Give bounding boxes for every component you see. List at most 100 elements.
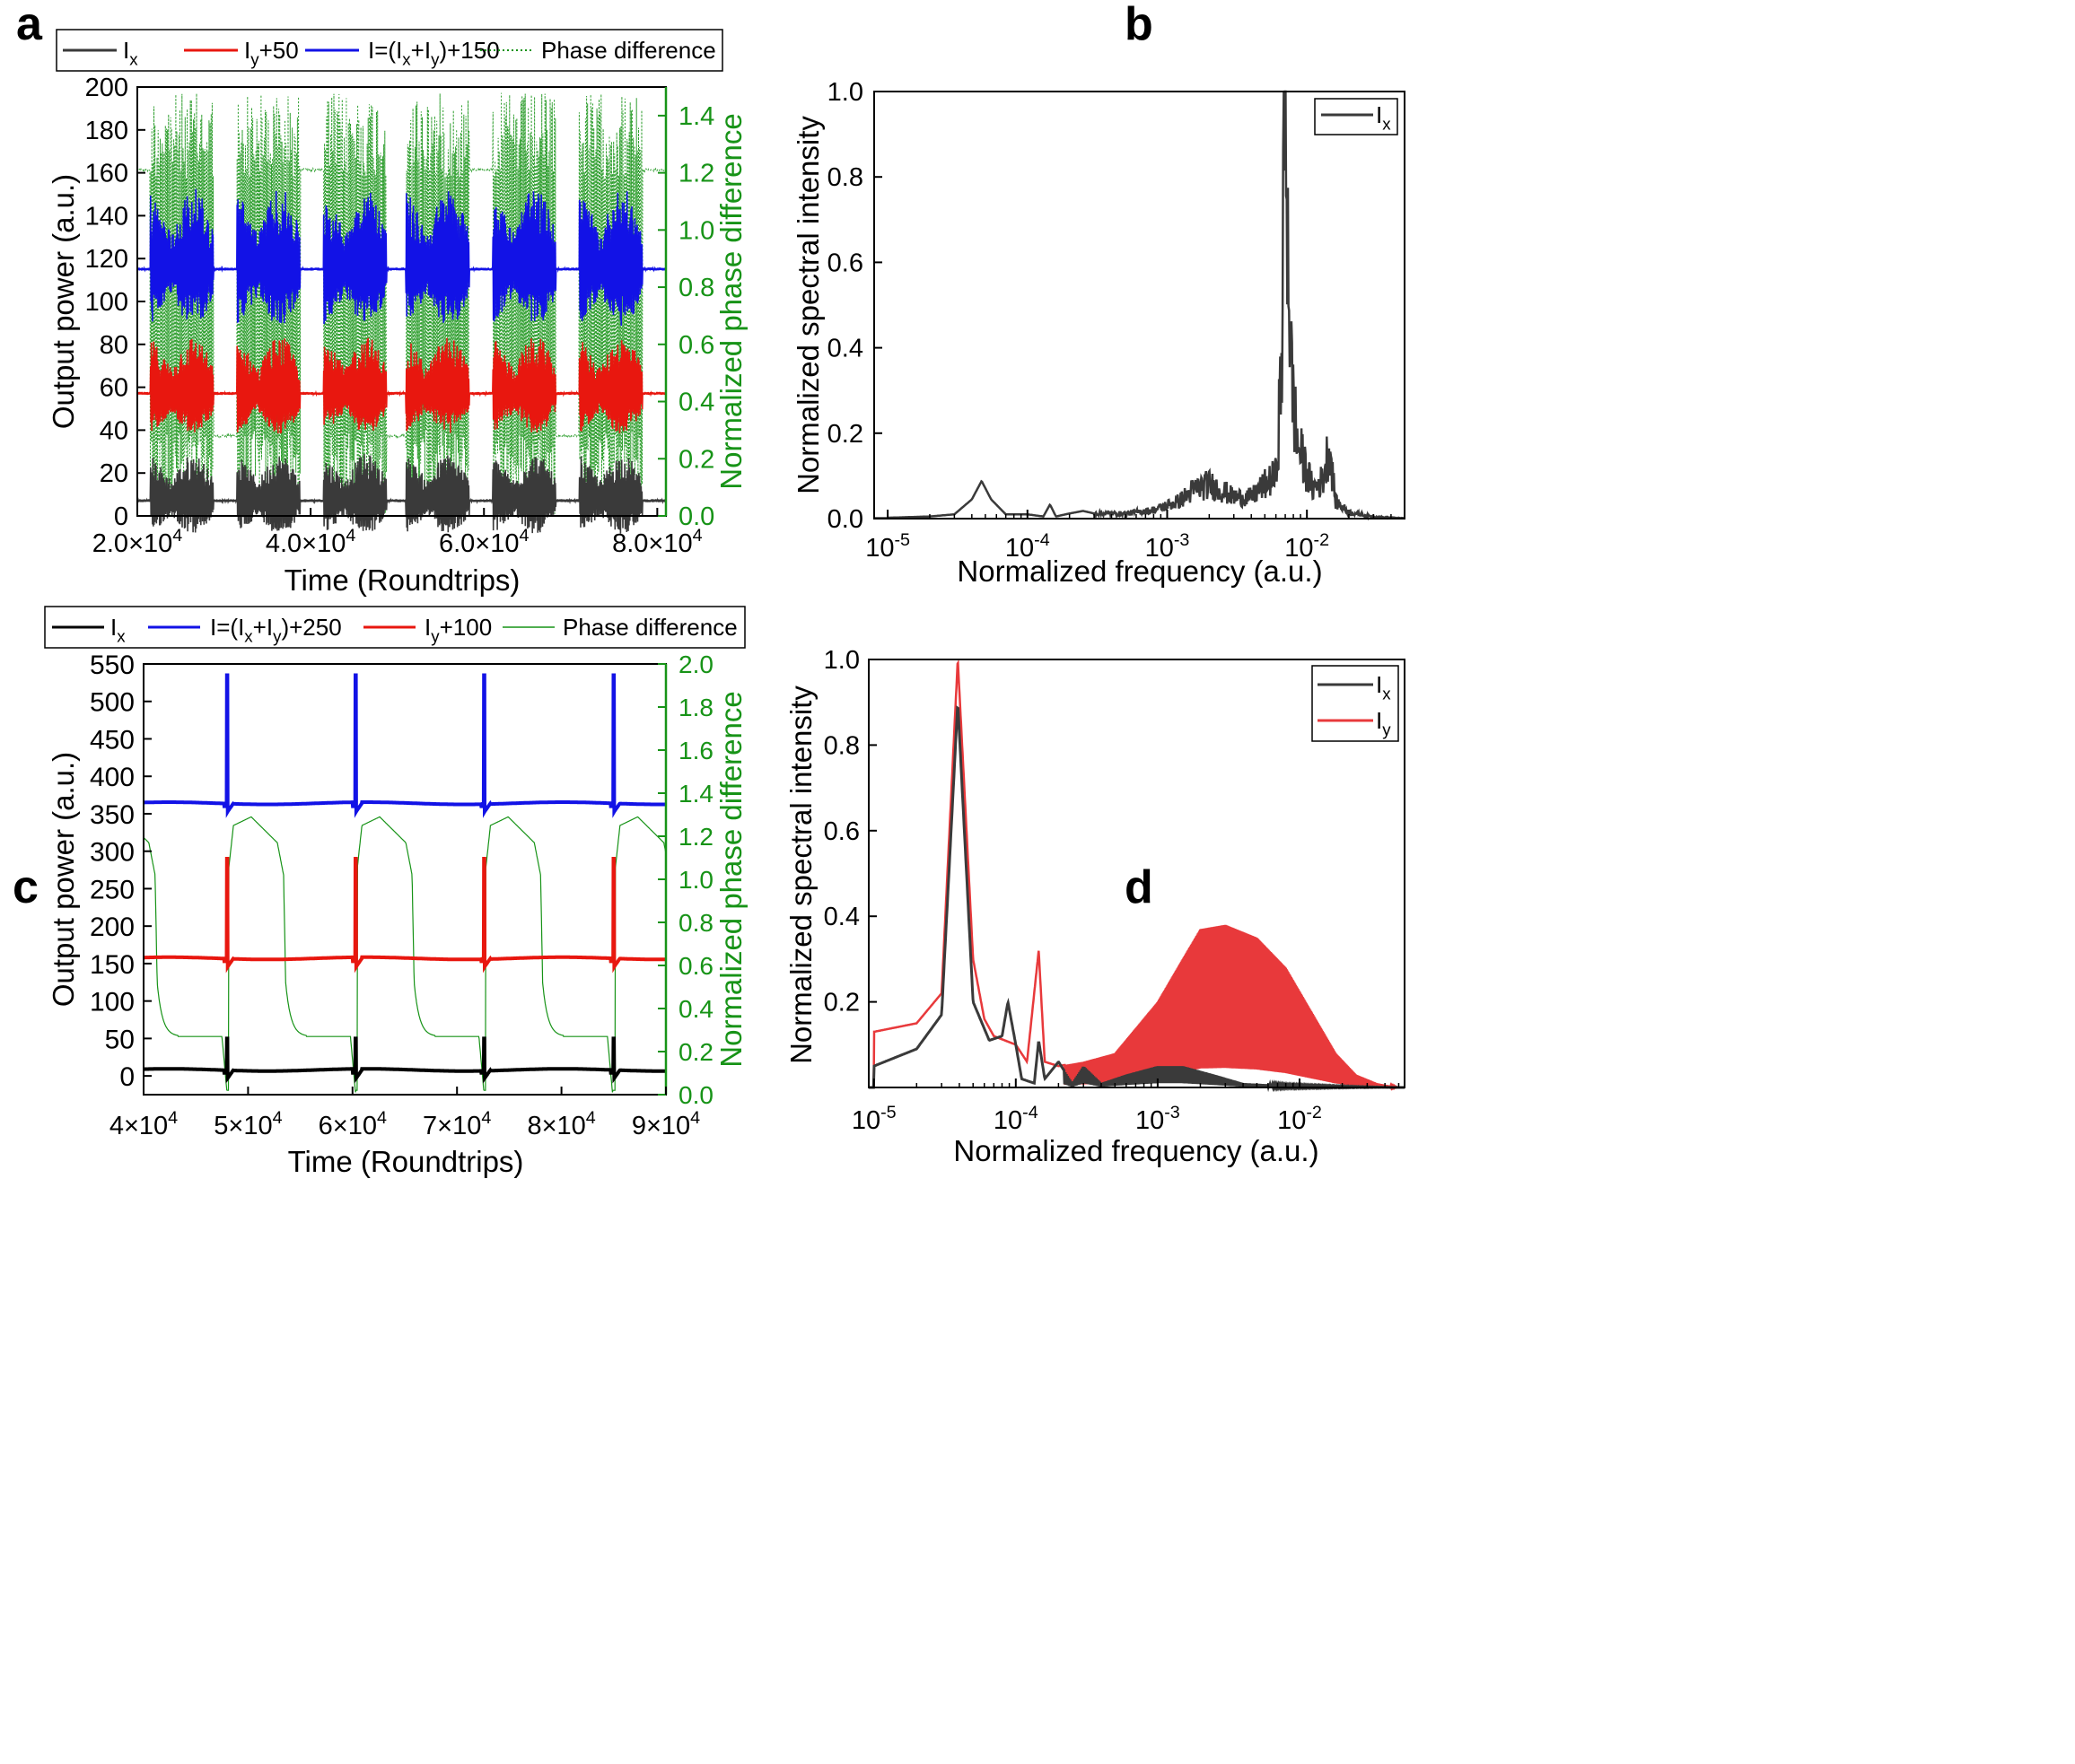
y-tick-label: 0.4 xyxy=(824,903,860,931)
y-tick-label: 100 xyxy=(85,288,128,317)
y-axis-label: Normalized spectral intensity xyxy=(784,686,818,1064)
x-axis-label: Time (Roundtrips) xyxy=(288,1145,524,1178)
legend-label-phase: Phase difference xyxy=(541,37,716,64)
y2-tick-label: 0.2 xyxy=(679,1038,714,1066)
x-tick-label: 9×104 xyxy=(632,1108,700,1140)
x-tick-label: 10-2 xyxy=(1284,530,1329,563)
panel-d-chart: 0.2 0.4 0.6 0.8 1.0 10-5 10-4 10-3 10-2 Ix Iy Norma… xyxy=(784,646,1405,1167)
y2-tick-label: 0.2 xyxy=(679,445,714,474)
y2-tick-label: 0.8 xyxy=(679,274,714,302)
x-axis-label: Normalized frequency (a.u.) xyxy=(953,1134,1318,1167)
y2-tick-label: 1.2 xyxy=(679,160,714,188)
y2-tick-label: 1.0 xyxy=(679,866,714,894)
y-tick-label: 200 xyxy=(85,74,128,102)
y-tick-label: 180 xyxy=(85,117,128,145)
y-tick-label: 350 xyxy=(90,800,135,830)
legend-box xyxy=(1311,665,1399,742)
y-tick-label: 0.6 xyxy=(827,249,863,277)
y2-tick-label: 1.2 xyxy=(679,823,714,851)
x-axis-label: Normalized frequency (a.u.) xyxy=(957,555,1322,588)
legend-label-phase: Phase difference xyxy=(563,614,738,641)
y-tick-label: 0 xyxy=(114,502,128,531)
y2-tick-label: 0.6 xyxy=(679,331,714,360)
y2-tick-label: 1.4 xyxy=(679,102,714,131)
panel-letter-b: b xyxy=(1125,0,1153,50)
x-tick-label: 8.0×104 xyxy=(612,526,703,558)
y-tick-label: 1.0 xyxy=(824,646,860,675)
legend-label-iy: Iy+50 xyxy=(244,37,299,68)
y-tick-label: 0 xyxy=(119,1062,135,1092)
panel-letter-d: d xyxy=(1125,861,1153,913)
series-iy xyxy=(869,659,1405,1091)
x-tick-label: 10-3 xyxy=(1135,1103,1180,1135)
y-tick-label: 550 xyxy=(90,651,135,680)
y-tick-label: 40 xyxy=(100,416,128,445)
legend: Ix Iy xyxy=(1311,665,1399,742)
y2-tick-label: 1.4 xyxy=(679,780,714,808)
y-axis-label: Output power (a.u.) xyxy=(47,752,80,1007)
y2-tick-label: 0.4 xyxy=(679,995,714,1023)
series-ix xyxy=(136,454,667,534)
y-tick-label: 0.6 xyxy=(824,817,860,846)
x-tick-label: 6.0×104 xyxy=(439,526,530,558)
x-tick-label: 10-2 xyxy=(1277,1103,1322,1135)
x-tick-label: 10-4 xyxy=(994,1103,1038,1135)
y-axis-label: Output power (a.u.) xyxy=(47,174,80,429)
y-tick-label: 20 xyxy=(100,459,128,488)
legend-box xyxy=(1314,98,1398,135)
y-tick-label: 200 xyxy=(90,913,135,942)
y-tick-label: 0.8 xyxy=(824,731,860,760)
y2-tick-label: 0.8 xyxy=(679,909,714,937)
plot-frame xyxy=(868,659,1405,1088)
y-tick-label: 250 xyxy=(90,875,135,904)
y-axis-label: Normalized spectral intensity xyxy=(792,116,825,494)
legend-label-itot: I=(Ix+Iy)+250 xyxy=(210,614,342,645)
x-tick-label: 10-5 xyxy=(852,1103,897,1135)
y-tick-label: 0.4 xyxy=(827,335,863,363)
y-tick-label: 140 xyxy=(85,202,128,231)
y2-tick-label: 0.0 xyxy=(679,502,714,531)
x-tick-label: 4×104 xyxy=(109,1108,178,1140)
y-tick-label: 160 xyxy=(85,160,128,188)
legend-label-iy: Iy+100 xyxy=(425,614,492,645)
x-tick-label: 5×104 xyxy=(214,1108,282,1140)
legend: Ix I=(Ix+Iy)+250 Iy+100 Phase difference xyxy=(44,606,746,649)
x-tick-label: 6×104 xyxy=(319,1108,387,1140)
y-tick-label: 0.0 xyxy=(827,505,863,534)
series-ix xyxy=(869,705,1405,1093)
y-tick-label: 80 xyxy=(100,331,128,360)
y-tick-label: 60 xyxy=(100,374,128,403)
x-tick-label: 10-5 xyxy=(865,530,910,563)
x-axis-label: Time (Roundtrips) xyxy=(285,563,521,597)
y2-tick-label: 1.8 xyxy=(679,694,714,721)
y2-tick-label: 1.6 xyxy=(679,737,714,764)
y-tick-label: 300 xyxy=(90,838,135,868)
series-itot xyxy=(136,188,667,327)
y-tick-label: 500 xyxy=(90,688,135,718)
x-tick-label: 8×104 xyxy=(527,1108,595,1140)
plot-frame xyxy=(143,663,667,1096)
panel-letter-a: a xyxy=(16,0,43,50)
y-tick-label: 120 xyxy=(85,245,128,274)
legend-label-itot: I=(Ix+Iy)+150 xyxy=(368,37,500,68)
plot-frame xyxy=(873,91,1405,520)
y-tick-label: 100 xyxy=(90,988,135,1017)
legend: Ix Iy+50 I=(Ix+Iy)+150 Phase difference xyxy=(56,29,723,72)
y2-tick-label: 0.4 xyxy=(679,389,714,417)
x-tick-label: 7×104 xyxy=(423,1108,491,1140)
x-tick-label: 4.0×104 xyxy=(266,526,356,558)
series-ix xyxy=(874,90,1405,521)
panel-b-chart: 0.0 0.2 0.4 0.6 0.8 1.0 10-5 10-4 10-3 10-2 Ix Norm… xyxy=(792,78,1405,588)
y2-tick-label: 0.6 xyxy=(679,952,714,980)
y2-axis-label: Normalized phase difference xyxy=(714,113,748,489)
panel-letter-c: c xyxy=(13,861,39,913)
y-tick-label: 400 xyxy=(90,763,135,792)
series-phase-difference xyxy=(143,816,667,1093)
x-tick-label: 10-3 xyxy=(1145,530,1190,563)
panel-c-chart: Ix I=(Ix+Iy)+250 Iy+100 Phase difference 0 50… xyxy=(44,606,748,1178)
legend-label-iy: Iy xyxy=(1376,707,1391,738)
y-tick-label: 450 xyxy=(90,725,135,755)
y-tick-label: 0.2 xyxy=(827,420,863,449)
series-ix_c xyxy=(144,1036,666,1084)
